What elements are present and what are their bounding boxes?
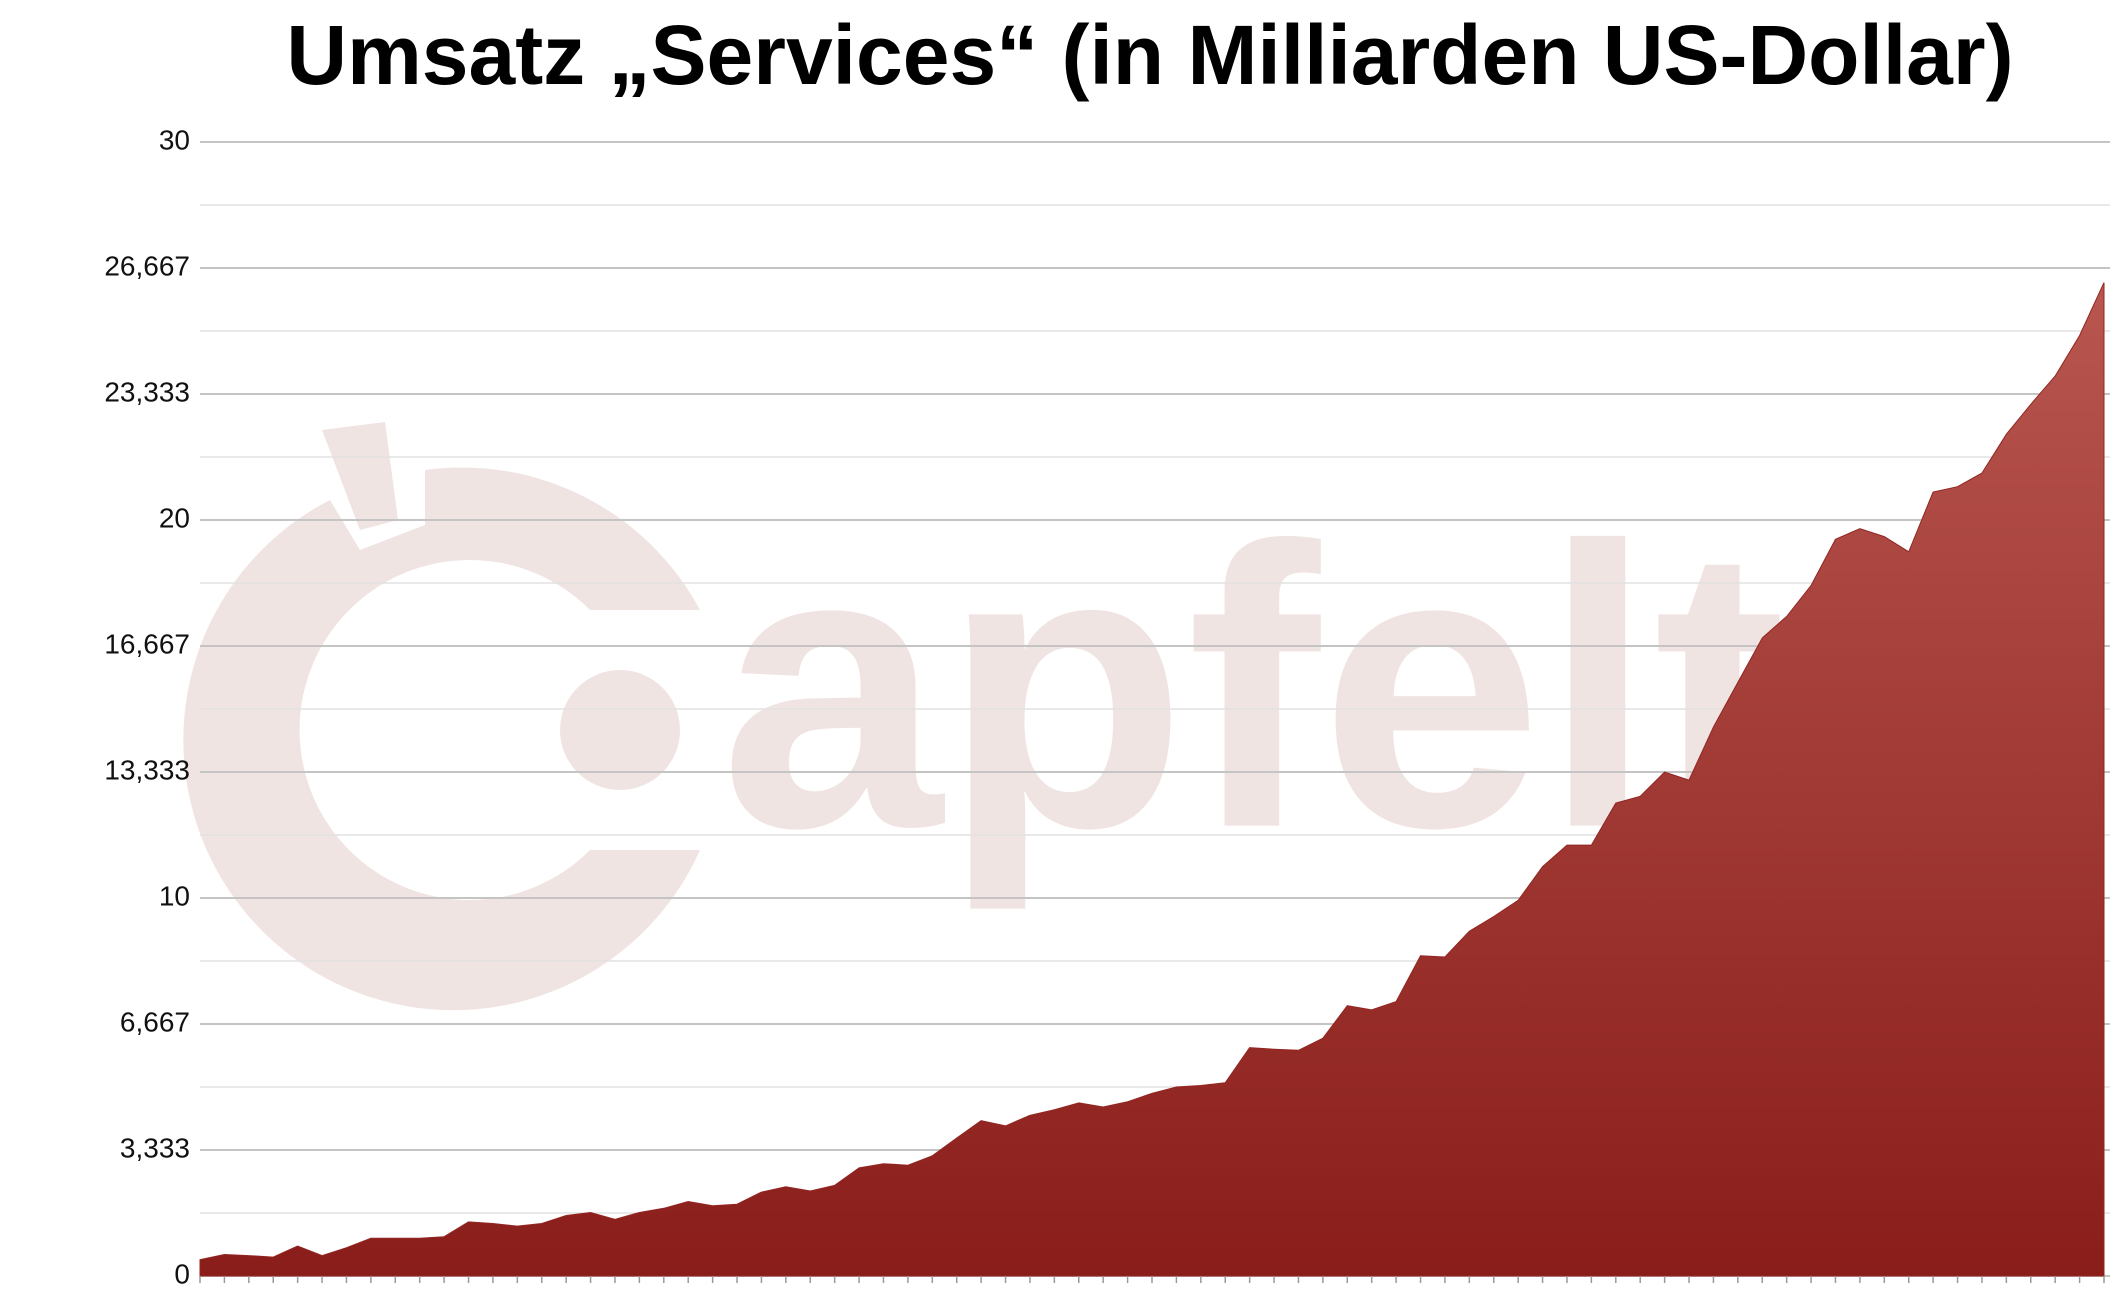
y-tick-label: 6,667 bbox=[120, 1006, 190, 1037]
y-tick-label: 30 bbox=[159, 124, 190, 155]
area bbox=[199, 282, 2105, 1277]
y-tick-label: 10 bbox=[159, 880, 190, 911]
y-tick-label: 0 bbox=[174, 1258, 190, 1289]
chart-title: Umsatz „Services“ (in Milliarden US-Doll… bbox=[286, 8, 2013, 102]
y-tick-label: 16,667 bbox=[104, 628, 190, 659]
y-tick-label: 13,333 bbox=[104, 754, 190, 785]
y-tick-label: 26,667 bbox=[104, 250, 190, 281]
y-tick-label: 23,333 bbox=[104, 376, 190, 407]
y-tick-label: 20 bbox=[159, 502, 190, 533]
y-tick-label: 3,333 bbox=[120, 1132, 190, 1163]
